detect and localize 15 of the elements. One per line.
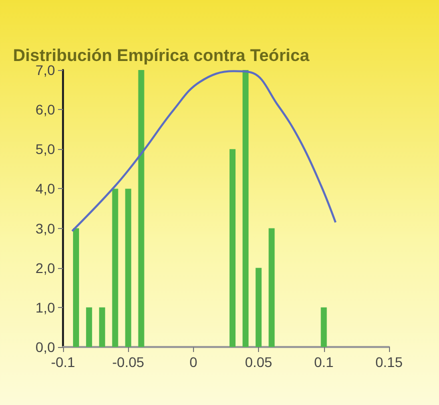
y-tick-label: 0,0 (36, 339, 56, 355)
x-tick-label: 0 (190, 354, 198, 370)
x-tick-label: -0.05 (112, 354, 144, 370)
x-tick-label: 0.05 (244, 354, 272, 370)
y-tick-label: 5,0 (36, 141, 56, 158)
y-tick-label: 1,0 (36, 299, 56, 316)
chart-title: Distribución Empírica contra Teórica (13, 46, 310, 65)
x-tick-label: -0.1 (50, 354, 76, 370)
y-tick-label: 6,0 (36, 102, 56, 118)
y-tick-label: 3,0 (36, 220, 56, 236)
x-tick-label: 0.15 (375, 354, 403, 370)
y-tick-label: 2,0 (36, 260, 56, 276)
y-tick-label: 4,0 (36, 180, 56, 197)
y-tick-label: 7,0 (36, 62, 56, 78)
x-tick-label: 0.1 (314, 354, 334, 370)
